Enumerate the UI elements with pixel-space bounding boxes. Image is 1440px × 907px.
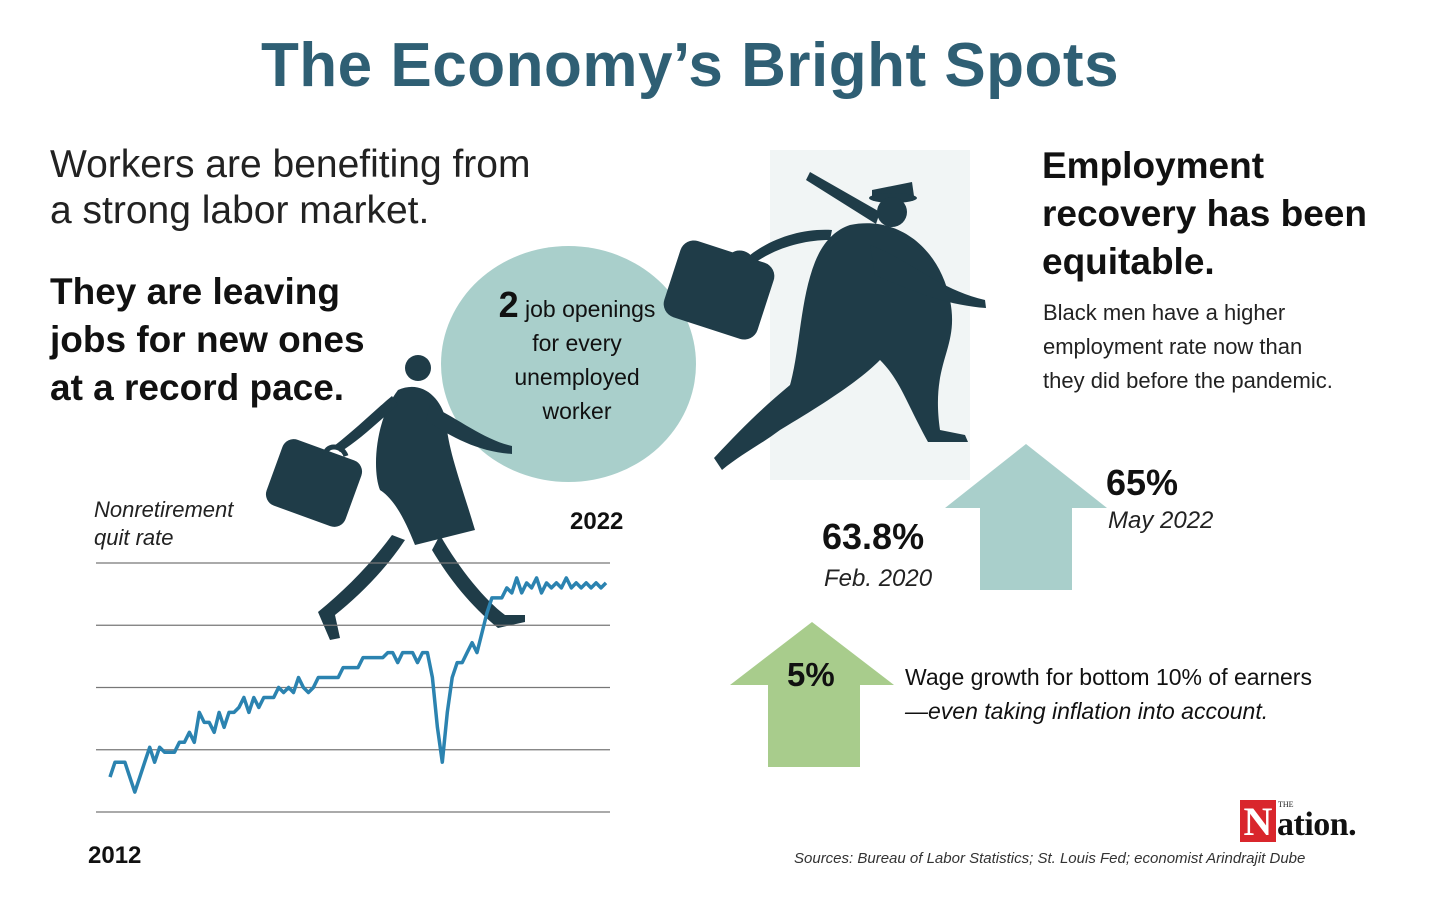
- right-body: Black men have a higher employment rate …: [1043, 296, 1333, 398]
- left-headline-line: They are leaving: [50, 271, 340, 312]
- logo-n: N: [1240, 800, 1276, 844]
- subtitle: Workers are benefiting from a strong lab…: [50, 142, 530, 234]
- right-headline: Employment recovery has been equitable.: [1042, 142, 1367, 286]
- quit-rate-line: [108, 576, 608, 794]
- right-body-line: they did before the pandemic.: [1043, 368, 1333, 393]
- right-headline-line: recovery has been: [1042, 193, 1367, 234]
- chart-gridlines: [96, 562, 610, 813]
- wage-growth-text: Wage growth for bottom 10% of earners —e…: [905, 660, 1312, 728]
- bubble-first-line: 2 job openings: [462, 287, 692, 326]
- the-nation-logo: N THE ation.: [1240, 800, 1380, 844]
- left-headline: They are leaving jobs for new ones at a …: [50, 268, 365, 412]
- logo-rest: ation.: [1277, 806, 1357, 843]
- employment-arrow-icon: [945, 444, 1107, 590]
- left-headline-line: at a record pace.: [50, 367, 345, 408]
- wage-text-line: —even taking inflation into account.: [905, 698, 1269, 724]
- bubble-line: job openings: [524, 296, 656, 322]
- logo-the: THE: [1278, 800, 1294, 809]
- job-openings-number: 2: [498, 284, 519, 325]
- right-headline-line: equitable.: [1042, 241, 1215, 282]
- right-body-line: employment rate now than: [1043, 334, 1303, 359]
- page-title: The Economy’s Bright Spots: [260, 31, 1120, 100]
- employment-before-value: 63.8%: [822, 516, 925, 557]
- chart-title-text: Nonretirement quit rate: [94, 497, 234, 550]
- job-openings-text: 2 job openings for every unemployed work…: [462, 287, 692, 428]
- bubble-line: for every: [532, 330, 622, 356]
- left-headline-line: jobs for new ones: [50, 319, 365, 360]
- bubble-line: worker: [542, 398, 612, 424]
- wage-growth-value: 5%: [787, 656, 835, 693]
- businessman-silhouette-icon: [663, 172, 986, 470]
- subtitle-line: Workers are benefiting from: [50, 143, 531, 186]
- bubble-line: unemployed: [514, 364, 640, 390]
- employment-after-value: 65%: [1106, 462, 1179, 503]
- wage-text-line: Wage growth for bottom 10% of earners: [905, 664, 1312, 690]
- chart-title: Nonretirement quit rate: [94, 496, 274, 552]
- x-end-label: 2022: [570, 508, 624, 535]
- wage-arrow-icon: [730, 622, 894, 767]
- employment-after-label: May 2022: [1108, 507, 1214, 534]
- businesswoman-silhouette-icon: [265, 355, 525, 640]
- sources-note: Sources: Bureau of Labor Statistics; St.…: [794, 850, 1306, 867]
- right-body-line: Black men have a higher: [1043, 300, 1286, 325]
- employment-before-label: Feb. 2020: [824, 565, 933, 592]
- right-headline-line: Employment: [1042, 145, 1265, 186]
- x-start-label: 2012: [88, 842, 142, 869]
- subtitle-line: a strong labor market.: [50, 189, 430, 232]
